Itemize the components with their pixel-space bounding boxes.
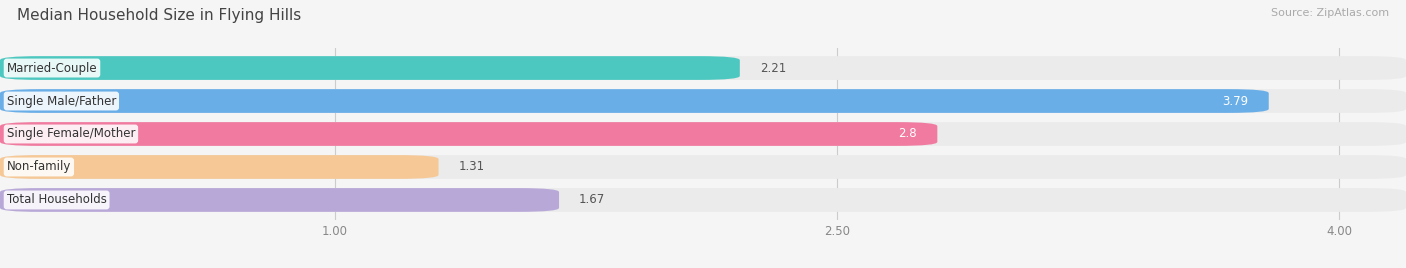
FancyBboxPatch shape xyxy=(0,89,1268,113)
Text: Median Household Size in Flying Hills: Median Household Size in Flying Hills xyxy=(17,8,301,23)
Text: 2.21: 2.21 xyxy=(759,62,786,75)
Text: Single Female/Mother: Single Female/Mother xyxy=(7,128,135,140)
FancyBboxPatch shape xyxy=(0,56,740,80)
Text: 1.67: 1.67 xyxy=(579,193,606,206)
FancyBboxPatch shape xyxy=(0,155,1406,179)
Text: 3.79: 3.79 xyxy=(1223,95,1249,107)
FancyBboxPatch shape xyxy=(0,122,938,146)
FancyBboxPatch shape xyxy=(0,89,1406,113)
FancyBboxPatch shape xyxy=(0,56,1406,80)
FancyBboxPatch shape xyxy=(0,188,560,212)
FancyBboxPatch shape xyxy=(0,188,1406,212)
Text: Single Male/Father: Single Male/Father xyxy=(7,95,117,107)
Text: Non-family: Non-family xyxy=(7,161,72,173)
Text: 2.8: 2.8 xyxy=(898,128,917,140)
Text: Total Households: Total Households xyxy=(7,193,107,206)
Text: Married-Couple: Married-Couple xyxy=(7,62,97,75)
FancyBboxPatch shape xyxy=(0,155,439,179)
Text: 1.31: 1.31 xyxy=(458,161,485,173)
FancyBboxPatch shape xyxy=(0,122,1406,146)
Text: Source: ZipAtlas.com: Source: ZipAtlas.com xyxy=(1271,8,1389,18)
